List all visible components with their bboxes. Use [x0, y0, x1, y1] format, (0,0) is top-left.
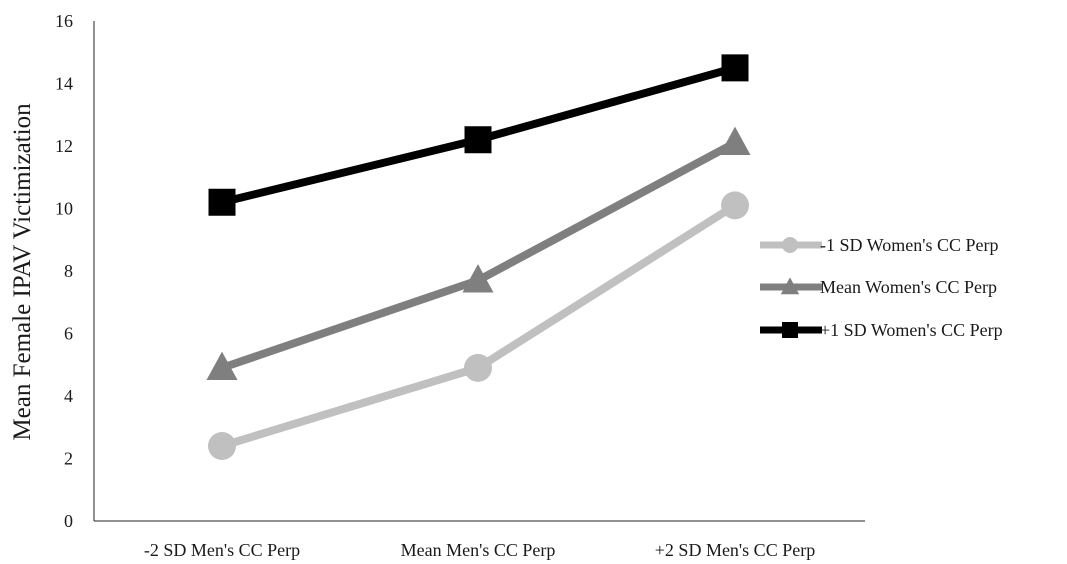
data-point-triangle: [462, 264, 494, 293]
data-point-triangle: [719, 126, 751, 156]
y-tick-label: 2: [64, 449, 73, 469]
legend-label: Mean Women's CC Perp: [820, 277, 997, 297]
legend-marker-triangle: [780, 277, 800, 295]
y-tick-label: 14: [55, 74, 73, 94]
data-point-circle: [208, 432, 236, 460]
legend-label: +1 SD Women's CC Perp: [820, 320, 1003, 340]
data-point-square: [208, 188, 236, 216]
series-plus-1-sd-women-s-cc-perp: [208, 54, 749, 216]
legend-item: -1 SD Women's CC Perp: [760, 235, 998, 255]
x-axis: -2 SD Men's CC Perp Mean Men's CC Perp +2 …: [94, 520, 865, 560]
data-point-square: [464, 126, 492, 154]
series-line: [218, 201, 739, 450]
x-tick-label: +2 SD Men's CC Perp: [655, 540, 815, 560]
data-point-circle: [464, 353, 492, 382]
y-tick-label: 6: [64, 324, 73, 344]
series-1-sd-women-s-cc-perp: [208, 191, 749, 460]
y-tick-label: 16: [55, 11, 73, 31]
series-mean-women-s-cc-perp: [206, 126, 751, 381]
data-point-triangle: [206, 351, 238, 381]
y-tick-label: 10: [55, 199, 73, 219]
x-tick-label: -2 SD Men's CC Perp: [144, 540, 300, 560]
data-point-circle: [721, 191, 749, 220]
legend-item: Mean Women's CC Perp: [760, 277, 997, 297]
legend-label: -1 SD Women's CC Perp: [820, 235, 998, 255]
y-tick-label: 0: [64, 511, 73, 531]
legend: -1 SD Women's CC Perp Mean Women's CC Per…: [760, 235, 1003, 340]
x-tick-label: Mean Men's CC Perp: [401, 540, 556, 560]
data-point-square: [721, 54, 749, 82]
legend-item: +1 SD Women's CC Perp: [760, 320, 1003, 340]
y-tick-label: 12: [55, 136, 73, 156]
series-layer: [206, 54, 751, 460]
y-tick-label: 8: [64, 261, 73, 281]
y-axis: 0 2 4 6 8 10 12 14 16: [55, 11, 95, 531]
legend-marker-square: [782, 322, 798, 338]
y-tick-label: 4: [64, 386, 73, 406]
legend-marker-circle: [782, 237, 798, 253]
y-axis-label: Mean Female IPAV Victimization: [9, 103, 36, 441]
